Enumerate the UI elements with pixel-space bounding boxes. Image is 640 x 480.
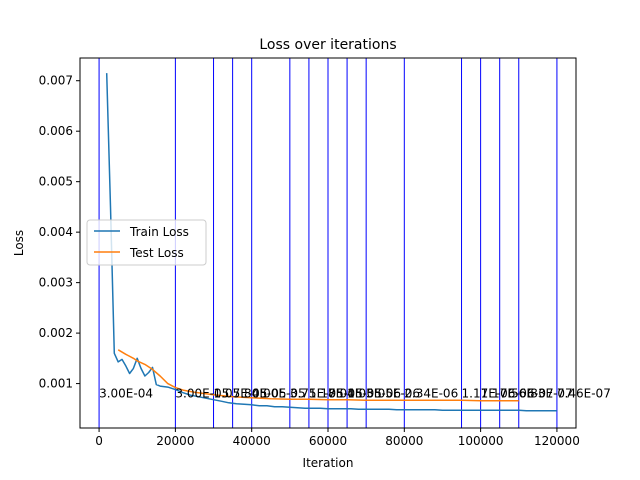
y-tick-label: 0.005 xyxy=(39,175,73,189)
x-tick-label: 20000 xyxy=(156,434,194,448)
lr-annotation: 4.00E-05 xyxy=(252,387,306,401)
lr-annotation: 4.05E-06 xyxy=(347,387,401,401)
x-axis-ticks: 0 20000 40000 60000 80000 100000 120000 xyxy=(95,428,580,448)
x-tick-label: 80000 xyxy=(385,434,423,448)
series-layer xyxy=(105,73,557,412)
lr-annotation: 3.00E-05 xyxy=(175,387,229,401)
train-loss-line xyxy=(105,73,557,412)
y-tick-label: 0.002 xyxy=(39,326,73,340)
x-tick-label: 0 xyxy=(95,434,103,448)
x-axis-label: Iteration xyxy=(303,456,354,470)
vertical-lines xyxy=(98,58,558,428)
lr-annotation: 7.56E-07 xyxy=(500,387,554,401)
lr-annotation: 1.18E-05 xyxy=(309,387,363,401)
lr-annotation: 1.07E-05 xyxy=(214,387,268,401)
lr-annotation: 3.00E-04 xyxy=(99,387,153,401)
lr-annotation: 3.05E-06 xyxy=(366,387,420,401)
x-tick-label: 60000 xyxy=(309,434,347,448)
chart-title: Loss over iterations xyxy=(259,37,396,53)
y-axis-label: Loss xyxy=(12,230,26,256)
x-tick-label: 40000 xyxy=(233,434,271,448)
y-tick-label: 0.007 xyxy=(39,74,73,88)
test-loss-line xyxy=(117,349,519,402)
legend: Train Loss Test Loss xyxy=(86,219,207,266)
y-tick-label: 0.003 xyxy=(39,276,73,290)
lr-annotation: 1.17E-06 xyxy=(462,387,516,401)
y-axis-ticks: 0.001 0.002 0.003 0.004 0.005 0.006 0.007 xyxy=(39,74,80,391)
y-tick-label: 0.004 xyxy=(39,225,73,239)
lr-annotation: 5.80E-05 xyxy=(233,387,287,401)
legend-label-train: Train Loss xyxy=(129,225,189,239)
annotations-layer: 3.00E-04 3.00E-051.07E-055.80E-054.00E-05… xyxy=(99,387,611,401)
lr-annotation: 3.75E-05 xyxy=(290,387,344,401)
lr-annotation: 1.17E-06 xyxy=(481,387,535,401)
y-tick-label: 0.001 xyxy=(39,377,73,391)
legend-label-test: Test Loss xyxy=(129,246,184,260)
lr-annotation: 6.83E-07 xyxy=(519,387,573,401)
x-tick-label: 100000 xyxy=(458,434,504,448)
y-tick-label: 0.006 xyxy=(39,124,73,138)
lr-annotation: 2.34E-06 xyxy=(404,387,458,401)
lr-annotation: 7.46E-07 xyxy=(557,387,611,401)
lr-annotation: 7.01E-05 xyxy=(328,387,382,401)
x-tick-label: 120000 xyxy=(534,434,580,448)
